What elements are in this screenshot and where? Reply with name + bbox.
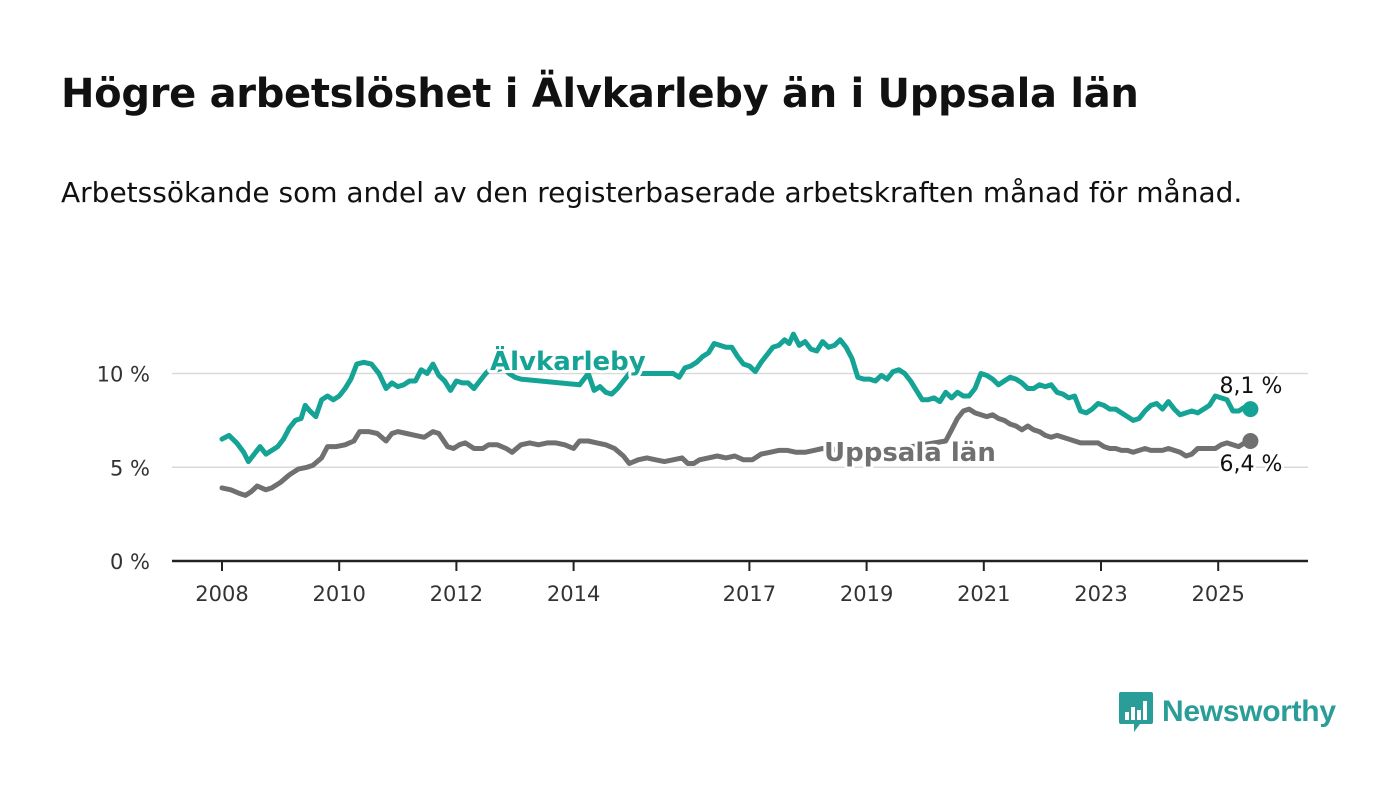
x-tick-label: 2017 [723,582,776,606]
x-tick-label: 2014 [547,582,600,606]
y-tick-label: 0 % [110,550,150,574]
x-tick-label: 2023 [1074,582,1127,606]
y-tick-label: 10 % [97,363,150,387]
x-tick-label: 2008 [195,582,248,606]
y-axis-ticks: 0 % 5 % 10 % [97,363,150,575]
gridlines [172,372,1308,468]
newsworthy-logo-text: Newsworthy [1162,695,1336,728]
newsworthy-logo-icon [1119,692,1153,732]
x-tick-label: 2025 [1191,582,1244,606]
newsworthy-logo: Newsworthy [1118,690,1336,734]
y-tick-label: 5 % [110,456,150,480]
series-label-alvkarleby: Älvkarleby [490,345,646,377]
series-label-uppsala: Uppsala län [824,438,996,468]
end-point-alvkarleby [1242,401,1259,418]
series-lines [219,331,1259,498]
series-labels: Älvkarleby Uppsala län 8,1 % 6,4 % [487,342,1285,480]
chart-title: Högre arbetslöshet i Älvkarleby än i Upp… [61,71,1139,117]
x-tick-label: 2021 [957,582,1010,606]
chart-subtitle: Arbetssökande som andel av den registerb… [61,176,1243,209]
end-value-label-alvkarleby: 8,1 % [1220,374,1283,399]
series-line-uppsala [219,406,1253,498]
series-line-alvkarleby [219,331,1253,465]
x-tick-label: 2012 [430,582,483,606]
x-tick-label: 2019 [840,582,893,606]
x-axis-ticks: 2008 2010 2012 2014 2017 2019 2021 2023 2025 [172,559,1308,606]
end-value-label-uppsala: 6,4 % [1220,452,1283,477]
x-tick-label: 2010 [312,582,365,606]
end-point-uppsala [1242,433,1259,449]
